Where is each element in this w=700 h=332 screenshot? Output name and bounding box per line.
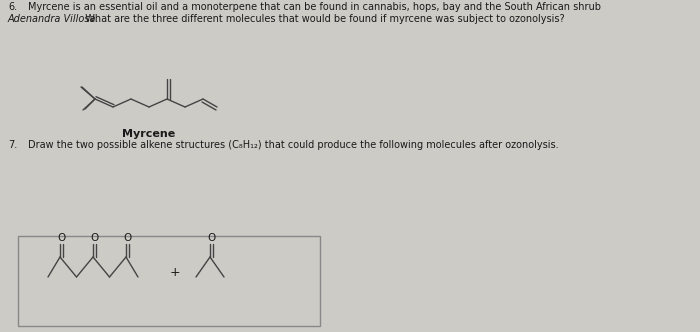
Text: 7.: 7. [8,140,18,150]
Text: +: + [169,266,181,279]
Text: What are the three different molecules that would be found if myrcene was subjec: What are the three different molecules t… [79,14,565,24]
Text: O: O [123,233,132,243]
Text: O: O [207,233,216,243]
Text: Adenandra Villosa.: Adenandra Villosa. [8,14,99,24]
Bar [18,236,320,326]
Text: O: O [90,233,98,243]
Text: Myrcene: Myrcene [122,129,176,139]
Text: Draw the two possible alkene structures (C₈H₁₂) that could produce the following: Draw the two possible alkene structures … [28,140,559,150]
Text: Myrcene is an essential oil and a monoterpene that can be found in cannabis, hop: Myrcene is an essential oil and a monote… [28,2,601,12]
Text: O: O [57,233,65,243]
Text: 6.: 6. [8,2,17,12]
